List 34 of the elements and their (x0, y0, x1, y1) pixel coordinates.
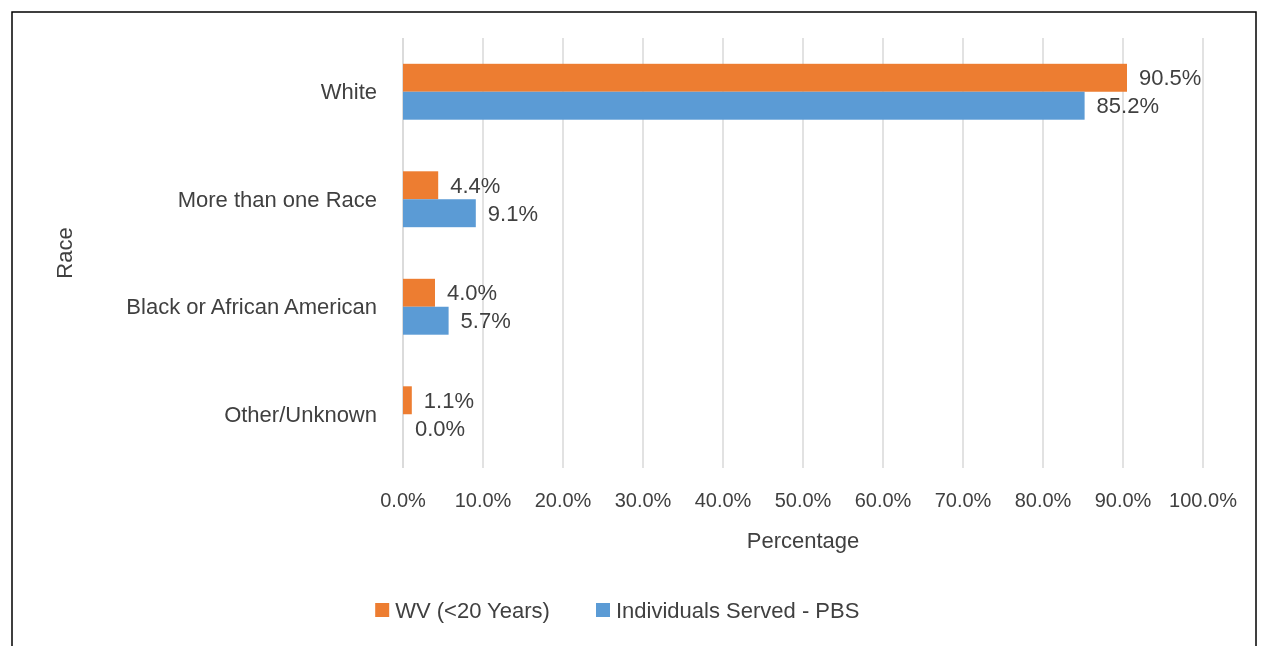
x-axis-title: Percentage (746, 527, 860, 553)
data-label: 1.1% (423, 387, 474, 413)
data-label: 5.7% (460, 308, 511, 334)
bar (403, 171, 439, 200)
x-tick-label: 60.0% (854, 489, 912, 511)
bar (403, 91, 1085, 120)
bar (403, 386, 412, 415)
data-label: 4.0% (447, 280, 498, 306)
data-label: 0.0% (415, 415, 466, 441)
x-tick-label: 80.0% (1014, 489, 1072, 511)
data-label: 85.2% (1096, 93, 1159, 119)
y-axis-title: Race (51, 227, 77, 279)
x-tick-label: 30.0% (614, 489, 672, 511)
x-tick-label: 0.0% (380, 489, 427, 511)
legend-label: WV (<20 Years) (395, 597, 550, 623)
bar (403, 278, 435, 307)
legend-label: Individuals Served - PBS (616, 597, 860, 623)
x-tick-label: 100.0% (1169, 489, 1238, 511)
bar (403, 306, 449, 335)
bar (403, 63, 1127, 92)
data-label: 9.1% (487, 200, 538, 226)
x-tick-label: 90.0% (1094, 489, 1152, 511)
bar (403, 199, 476, 228)
x-tick-label: 40.0% (694, 489, 752, 511)
x-tick-label: 50.0% (774, 489, 832, 511)
y-tick-label: Other/Unknown (224, 401, 377, 427)
y-tick-label: White (320, 79, 377, 105)
x-tick-label: 10.0% (454, 489, 512, 511)
x-tick-label: 70.0% (934, 489, 992, 511)
y-tick-label: Black or African American (126, 294, 377, 320)
data-label: 90.5% (1139, 65, 1202, 91)
data-label: 4.4% (450, 172, 501, 198)
x-tick-label: 20.0% (534, 489, 592, 511)
y-tick-label: More than one Race (177, 186, 377, 212)
